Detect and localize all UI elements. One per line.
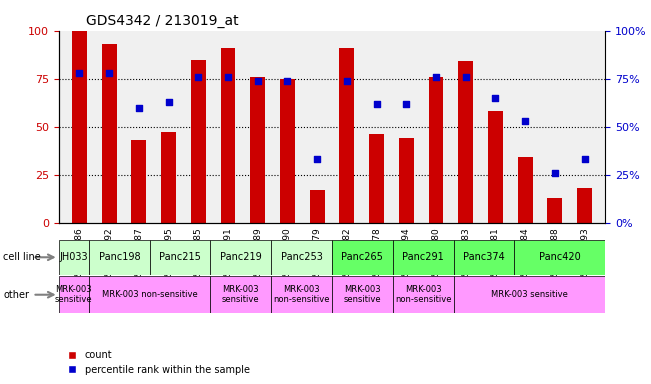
Text: Panc253: Panc253 — [281, 252, 322, 262]
Bar — [161, 132, 176, 223]
FancyBboxPatch shape — [150, 240, 210, 275]
FancyBboxPatch shape — [454, 240, 514, 275]
Text: Panc374: Panc374 — [463, 252, 505, 262]
Text: Panc215: Panc215 — [159, 252, 201, 262]
FancyBboxPatch shape — [454, 276, 605, 313]
Bar — [250, 77, 265, 223]
Text: MRK-003
non-sensitive: MRK-003 non-sensitive — [395, 285, 451, 305]
Point — [371, 101, 381, 107]
FancyBboxPatch shape — [271, 276, 332, 313]
Text: other: other — [3, 290, 29, 300]
Point — [193, 74, 204, 80]
FancyBboxPatch shape — [514, 240, 605, 275]
Text: GDS4342 / 213019_at: GDS4342 / 213019_at — [86, 14, 238, 28]
Text: MRK-003
sensitive: MRK-003 sensitive — [344, 285, 381, 305]
Point — [312, 156, 322, 162]
Bar — [191, 60, 206, 223]
Text: MRK-003
sensitive: MRK-003 sensitive — [55, 285, 92, 305]
Bar — [221, 48, 236, 223]
Text: Panc420: Panc420 — [539, 252, 581, 262]
Point — [104, 70, 115, 76]
FancyBboxPatch shape — [210, 276, 271, 313]
FancyBboxPatch shape — [393, 240, 454, 275]
Point — [460, 74, 471, 80]
Text: Panc198: Panc198 — [98, 252, 140, 262]
FancyBboxPatch shape — [393, 276, 454, 313]
Text: MRK-003
sensitive: MRK-003 sensitive — [222, 285, 260, 305]
FancyBboxPatch shape — [332, 276, 393, 313]
Point — [223, 74, 233, 80]
Bar — [132, 140, 146, 223]
FancyBboxPatch shape — [89, 240, 150, 275]
Legend: count, percentile rank within the sample: count, percentile rank within the sample — [63, 346, 254, 379]
FancyBboxPatch shape — [271, 240, 332, 275]
Point — [163, 99, 174, 105]
Bar — [280, 79, 295, 223]
Bar — [488, 111, 503, 223]
FancyBboxPatch shape — [59, 276, 89, 313]
Text: Panc291: Panc291 — [402, 252, 444, 262]
Bar — [369, 134, 384, 223]
Point — [401, 101, 411, 107]
Point — [283, 78, 293, 84]
Bar — [428, 77, 443, 223]
Text: JH033: JH033 — [59, 252, 88, 262]
Text: Panc219: Panc219 — [220, 252, 262, 262]
FancyBboxPatch shape — [332, 240, 393, 275]
Text: MRK-003 non-sensitive: MRK-003 non-sensitive — [102, 290, 198, 299]
Bar — [72, 31, 87, 223]
Point — [579, 156, 590, 162]
Bar — [547, 198, 562, 223]
Bar — [518, 157, 533, 223]
FancyBboxPatch shape — [210, 240, 271, 275]
Bar — [310, 190, 325, 223]
Point — [253, 78, 263, 84]
FancyBboxPatch shape — [89, 276, 210, 313]
Bar — [399, 138, 414, 223]
Point — [490, 95, 501, 101]
Bar — [339, 48, 354, 223]
Bar — [102, 44, 117, 223]
Point — [549, 170, 560, 176]
FancyBboxPatch shape — [59, 240, 89, 275]
Point — [520, 118, 531, 124]
Text: cell line: cell line — [3, 252, 41, 262]
Point — [133, 104, 144, 111]
Point — [431, 74, 441, 80]
Text: Panc265: Panc265 — [342, 252, 383, 262]
Point — [342, 78, 352, 84]
Bar — [577, 188, 592, 223]
Point — [74, 70, 85, 76]
Text: MRK-003 sensitive: MRK-003 sensitive — [491, 290, 568, 299]
Text: MRK-003
non-sensitive: MRK-003 non-sensitive — [273, 285, 330, 305]
Bar — [458, 61, 473, 223]
